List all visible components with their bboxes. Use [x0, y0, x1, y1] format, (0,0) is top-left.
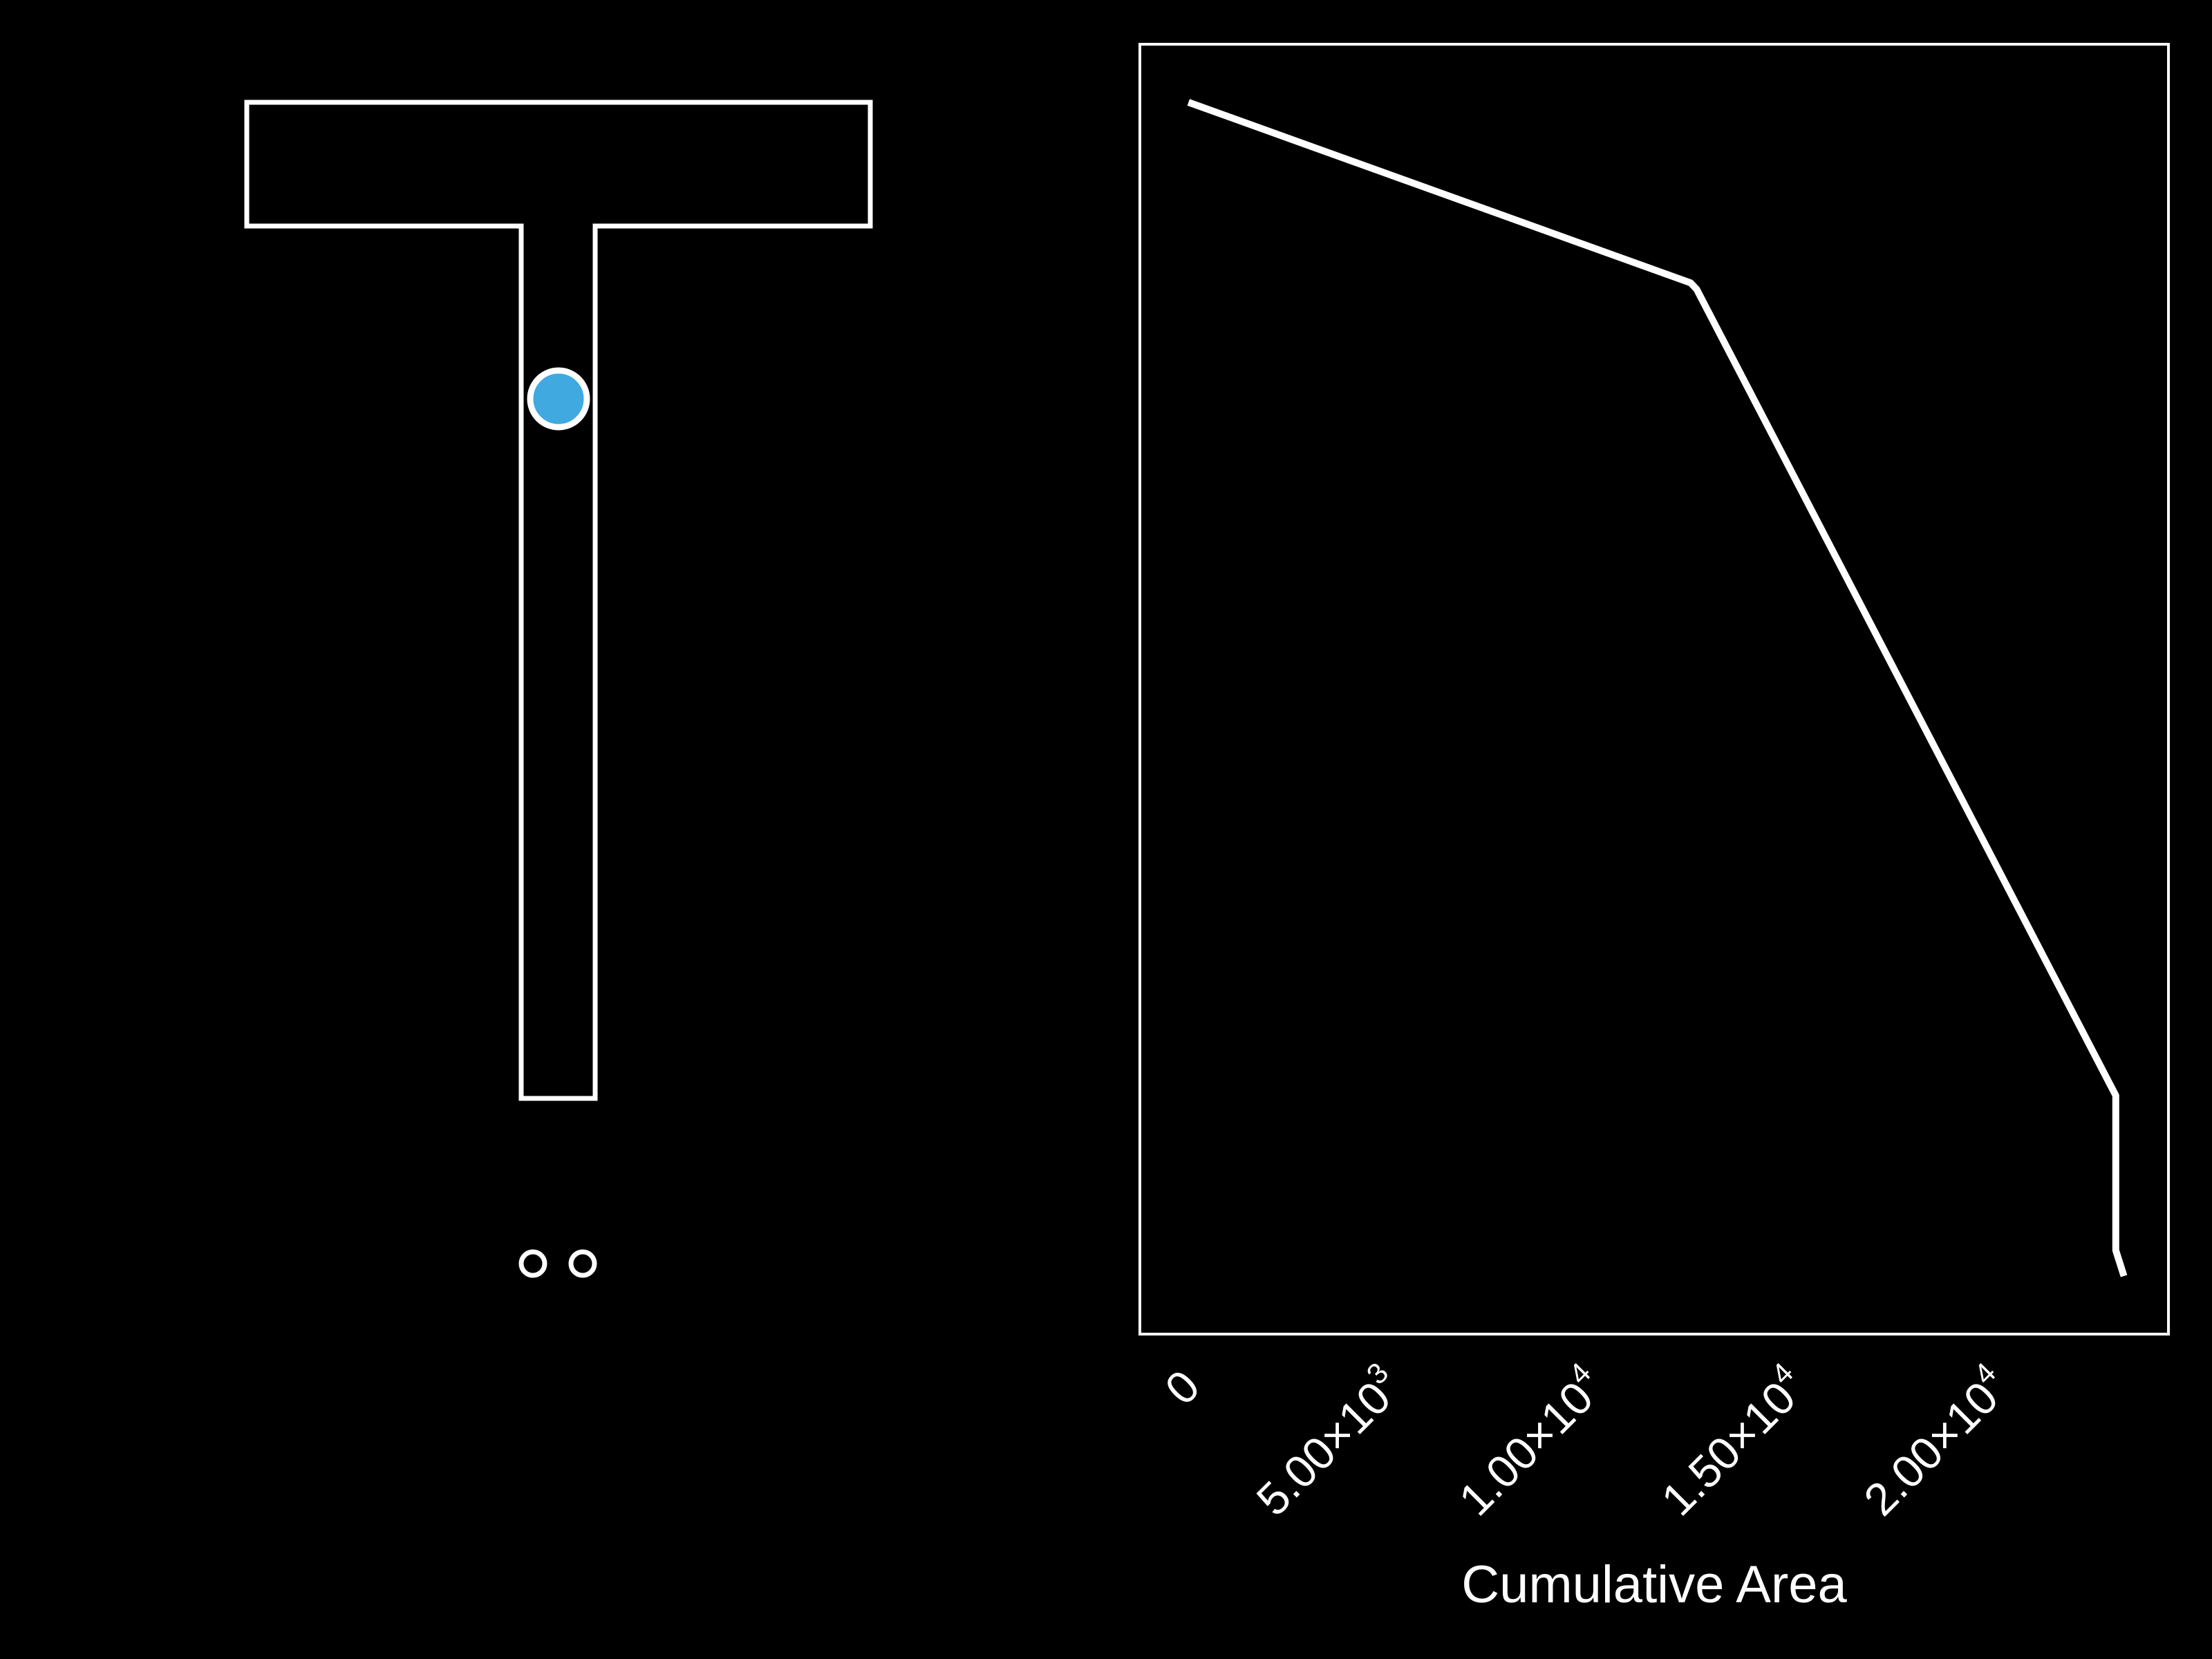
x-axis-label: Cumulative Area [1461, 1555, 1847, 1614]
plot-frame [1138, 43, 2170, 1335]
series-line [1187, 99, 2128, 1277]
position-marker [527, 367, 590, 431]
small-circle-right [568, 1249, 597, 1278]
small-circle-left [518, 1249, 547, 1278]
t-shape-panel [244, 100, 873, 1278]
t-shape-outline [244, 100, 873, 1101]
